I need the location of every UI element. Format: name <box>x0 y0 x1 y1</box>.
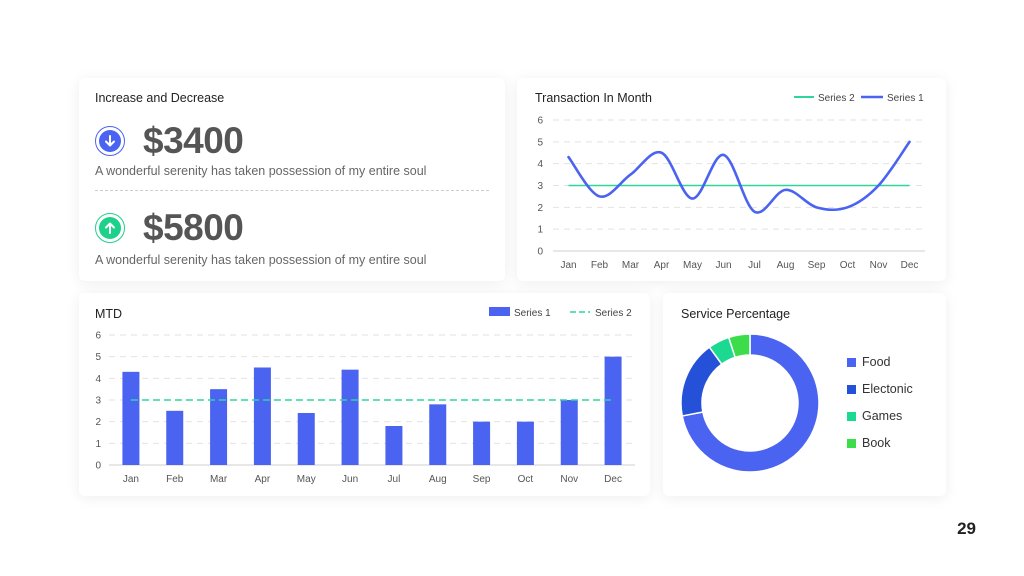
x-tick-label: Jun <box>342 474 358 485</box>
x-tick-label: Jul <box>748 260 761 271</box>
stat-value-increase: $5800 <box>143 207 244 248</box>
transaction-card: Transaction In Month 0 1 2 3 4 5 6 Jan Feb Mar Apr… <box>517 78 946 281</box>
bar <box>297 413 315 465</box>
y-tick-label: 5 <box>95 352 101 363</box>
x-tick-label: Feb <box>591 260 609 271</box>
x-tick-label: Oct <box>840 260 856 271</box>
legend-series-2-label: Series 2 <box>595 308 632 319</box>
x-tick-label: Jun <box>715 260 731 271</box>
x-tick-label: Feb <box>166 474 184 485</box>
stat-description-increase: A wonderful serenity has taken possessio… <box>95 253 427 267</box>
arrow-down-icon <box>95 126 125 156</box>
bar <box>385 426 403 465</box>
x-tick-label: Sep <box>473 474 491 485</box>
bar <box>122 371 140 465</box>
y-tick-label: 1 <box>537 225 543 236</box>
y-tick-label: 4 <box>537 159 543 170</box>
y-tick-label: 0 <box>537 247 543 258</box>
legend-item-book: Book <box>847 436 891 450</box>
page-number: 29 <box>957 519 976 538</box>
donut-slice-food <box>681 333 820 473</box>
legend-series-2-label: Series 2 <box>818 93 855 104</box>
y-tick-label: 1 <box>95 439 101 450</box>
y-tick-label: 3 <box>537 181 543 192</box>
service-donut-chart <box>680 333 820 473</box>
legend-swatch <box>847 438 856 448</box>
increase-decrease-card: Increase and Decrease $3400 A wonderful … <box>79 78 505 281</box>
x-tick-label: Sep <box>808 260 826 271</box>
x-tick-label: Dec <box>901 260 919 271</box>
y-tick-label: 4 <box>95 374 101 385</box>
x-tick-label: May <box>297 474 316 485</box>
service-card: Service Percentage Food Electonic Games Boo… <box>663 293 946 496</box>
x-tick-label: Jan <box>560 260 576 271</box>
legend-swatch <box>847 384 856 394</box>
legend-label: Games <box>862 409 903 423</box>
legend-item-games: Games <box>847 409 902 423</box>
y-tick-label: 2 <box>95 417 101 428</box>
y-tick-label: 6 <box>95 331 101 342</box>
arrow-up-icon <box>95 213 125 243</box>
legend-swatch <box>847 357 856 367</box>
legend-item-food: Food <box>847 355 891 369</box>
stat-value-decrease: $3400 <box>143 120 244 161</box>
bar <box>166 410 184 465</box>
mtd-card: MTD 0 1 2 3 4 5 6 Jan Feb Mar Apr May Jun Jul Aug Sep Oc… <box>79 293 650 496</box>
y-tick-label: 6 <box>537 116 543 127</box>
y-tick-label: 0 <box>95 461 101 472</box>
legend-series-1-label: Series 1 <box>887 93 924 104</box>
legend-series-1-swatch <box>489 307 510 316</box>
bar <box>210 389 228 465</box>
legend-label: Food <box>862 355 891 369</box>
x-tick-label: Oct <box>518 474 534 485</box>
mtd-title: MTD <box>95 307 123 321</box>
bar <box>473 421 491 465</box>
mtd-bar-chart: 0 1 2 3 4 5 6 Jan Feb Mar Apr May Jun Jul Aug Sep Oct Nov… <box>95 307 635 485</box>
x-tick-label: Dec <box>604 474 622 485</box>
y-tick-label: 5 <box>537 137 543 148</box>
x-tick-label: Nov <box>870 260 888 271</box>
legend-item-electonic: Electonic <box>847 382 913 396</box>
legend-swatch <box>847 411 856 421</box>
x-tick-label: Jul <box>388 474 401 485</box>
increase-decrease-title: Increase and Decrease <box>95 91 225 105</box>
x-tick-label: Jan <box>123 474 139 485</box>
legend-series-1-label: Series 1 <box>514 308 551 319</box>
x-tick-label: Mar <box>210 474 228 485</box>
bar <box>341 369 359 465</box>
donut-slice-electonic <box>680 346 723 417</box>
stat-description-decrease: A wonderful serenity has taken possessio… <box>95 164 427 178</box>
bar <box>429 404 447 465</box>
bar <box>253 367 271 465</box>
legend-label: Book <box>862 436 891 450</box>
bar <box>516 421 534 465</box>
x-tick-label: Aug <box>777 260 795 271</box>
service-title: Service Percentage <box>681 307 791 321</box>
stats-divider <box>95 190 489 191</box>
bar <box>560 400 578 465</box>
donut-slice-book <box>727 333 751 359</box>
transaction-line-chart: 0 1 2 3 4 5 6 Jan Feb Mar Apr May Jun Jul Aug Sep Oct Nov… <box>537 93 925 271</box>
x-tick-label: Apr <box>654 260 670 271</box>
legend-label: Electonic <box>862 382 913 396</box>
x-tick-label: Mar <box>622 260 640 271</box>
x-tick-label: Nov <box>560 474 578 485</box>
x-tick-label: Apr <box>255 474 271 485</box>
stat-row-increase: $5800 <box>95 207 244 249</box>
y-tick-label: 3 <box>95 396 101 407</box>
transaction-title: Transaction In Month <box>535 91 652 105</box>
series-1-line <box>567 140 911 214</box>
bar <box>604 356 622 465</box>
y-tick-label: 2 <box>537 203 543 214</box>
stat-row-decrease: $3400 <box>95 120 244 162</box>
x-tick-label: May <box>683 260 702 271</box>
x-tick-label: Aug <box>429 474 447 485</box>
